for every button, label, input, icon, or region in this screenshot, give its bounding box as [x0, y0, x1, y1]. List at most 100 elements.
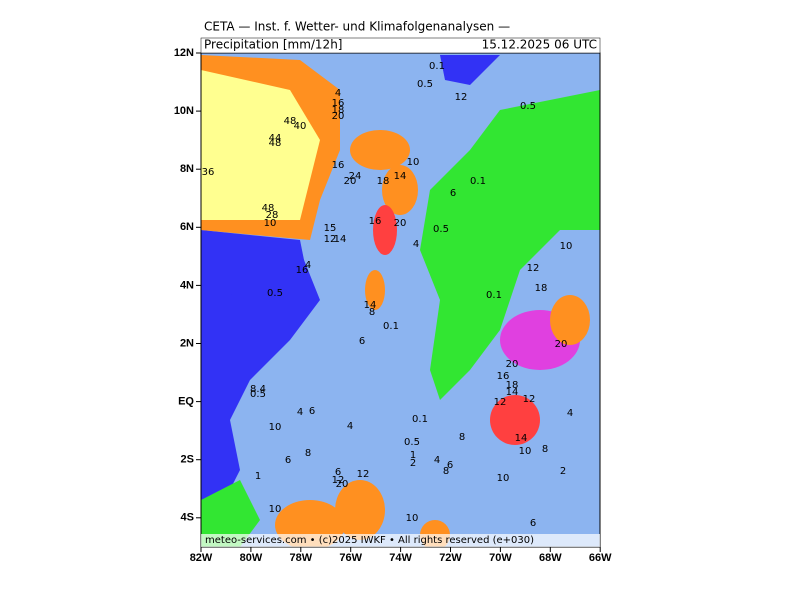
lat-label: 6N	[180, 221, 194, 233]
contour-label: 8	[459, 432, 465, 443]
precip-heavy	[382, 165, 418, 215]
contour-label: 14	[506, 387, 519, 398]
contour-label: 0.5	[267, 288, 283, 299]
contour-label: 0.5	[520, 101, 536, 112]
lon-label: 82W	[190, 552, 213, 564]
contour-label: 10	[269, 422, 282, 433]
precip-heavy	[365, 270, 385, 310]
contour-label: 18	[377, 176, 390, 187]
contour-label: 14	[394, 171, 407, 182]
contour-label: 0.1	[412, 414, 428, 425]
contour-label: 8.4	[250, 384, 266, 395]
contour-label: 14	[334, 234, 347, 245]
contour-label: 14	[515, 433, 528, 444]
lat-label: 8N	[180, 163, 194, 175]
lat-label: 2N	[180, 337, 194, 349]
contour-label: 16	[332, 160, 345, 171]
contour-label: 18	[535, 283, 548, 294]
contour-label: 8	[443, 466, 449, 477]
contour-label: 6	[359, 336, 365, 347]
contour-label: 12	[523, 394, 536, 405]
contour-label: 6	[450, 188, 456, 199]
lon-label: 78W	[289, 552, 312, 564]
lat-label: EQ	[178, 396, 194, 408]
contour-label: 10	[264, 218, 277, 229]
lon-label: 70W	[489, 552, 512, 564]
contour-label: 6	[447, 460, 453, 471]
contour-label: 12	[494, 397, 507, 408]
land-dry	[420, 90, 600, 400]
contour-label: 8	[542, 444, 548, 455]
contour-label: 4	[434, 455, 440, 466]
valid-date: 15.12.2025 06 UTC	[482, 38, 597, 52]
lon-label: 66W	[589, 552, 612, 564]
lat-label: 2S	[181, 454, 194, 466]
contour-label: 16	[369, 216, 382, 227]
contour-label: 44	[269, 133, 282, 144]
precip-heavy	[490, 395, 540, 445]
contour-label: 2	[560, 466, 566, 477]
contour-label: 40	[294, 121, 307, 132]
contour-label: 0.1	[383, 321, 399, 332]
contour-label: 0.5	[404, 437, 420, 448]
contour-label: 4	[567, 408, 573, 419]
map-field	[201, 53, 600, 547]
field-name: Precipitation [mm/12h]	[204, 38, 342, 52]
contour-label: 0.1	[486, 290, 502, 301]
precip-extreme	[201, 70, 320, 220]
lat-label: 4S	[181, 512, 194, 524]
land-dry	[201, 480, 260, 547]
contour-label: 10	[406, 513, 419, 524]
contour-label: 16	[497, 371, 510, 382]
contour-label: 20	[555, 339, 568, 350]
contour-label: 16	[296, 265, 309, 276]
contour-label: 10	[560, 241, 573, 252]
contour-label: 16	[332, 98, 345, 109]
ocean-pacific	[201, 230, 310, 300]
footer: meteo-services.com • (c)2025 IWKF • All …	[205, 535, 534, 546]
header-box	[200, 37, 601, 54]
contour-label: 10	[407, 157, 420, 168]
precip-heavy	[350, 130, 410, 170]
contour-label: 10	[519, 446, 532, 457]
precip-heavy	[373, 205, 397, 255]
contour-label: 48	[269, 138, 282, 149]
contour-label: 4	[335, 88, 341, 99]
contour-label: 4	[305, 260, 311, 271]
contour-label: 1	[255, 471, 261, 482]
precip-heavy	[335, 480, 385, 540]
contour-label: 20	[344, 176, 357, 187]
lat-label: 10N	[174, 105, 194, 117]
contour-label: 20	[394, 218, 407, 229]
contour-label: 8	[305, 448, 311, 459]
lat-label: 12N	[174, 47, 194, 59]
contour-label: 4	[347, 421, 353, 432]
contour-label: 0.5	[417, 79, 433, 90]
sea-caribbean	[440, 55, 500, 85]
contour-label: 12	[324, 234, 337, 245]
contour-label: 4	[297, 407, 303, 418]
contour-label: 12	[455, 92, 468, 103]
contour-label: 28	[266, 210, 279, 221]
contour-label: 0.5	[250, 389, 266, 400]
contour-label: 10	[269, 504, 282, 515]
contour-label: 20	[506, 359, 519, 370]
contour-label: 4	[413, 239, 419, 250]
contour-label: 12	[332, 475, 345, 486]
contour-label: 0.5	[433, 224, 449, 235]
contour-label: 15	[324, 223, 337, 234]
lon-label: 72W	[439, 552, 462, 564]
ocean-pacific	[201, 240, 320, 547]
contour-label: 6	[285, 455, 291, 466]
lon-label: 74W	[389, 552, 412, 564]
contour-label: 48	[262, 203, 275, 214]
contour-label: 20	[332, 111, 345, 122]
lon-label: 80W	[240, 552, 263, 564]
contour-label: 14	[364, 300, 377, 311]
contour-label: 18	[506, 380, 519, 391]
contour-label: 20	[336, 479, 349, 490]
contour-label: 48	[284, 116, 297, 127]
contour-label: 18	[332, 105, 345, 116]
contour-label: 8	[369, 307, 375, 318]
